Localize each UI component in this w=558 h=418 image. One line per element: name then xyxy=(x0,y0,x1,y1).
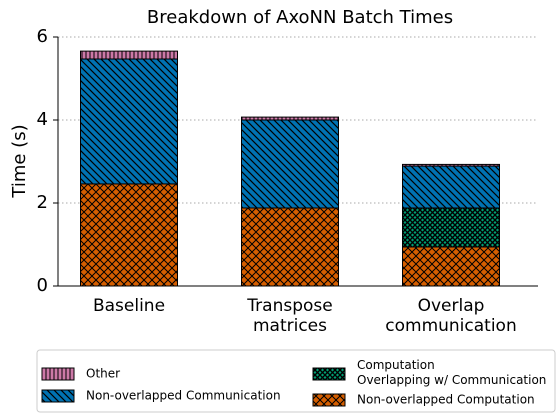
bar-hatch xyxy=(80,183,178,286)
legend-label: Non-overlapped Communication xyxy=(86,389,281,403)
y-tick-label: 2 xyxy=(37,192,48,213)
chart-title: Breakdown of AxoNN Batch Times xyxy=(147,7,453,28)
legend-hatch xyxy=(42,368,74,380)
bar-hatch xyxy=(402,166,500,208)
x-tick-label: Baseline xyxy=(93,296,165,316)
bar-hatch xyxy=(80,51,178,59)
legend-label: Computation Overlapping w/ Communication xyxy=(357,358,546,387)
legend-label: Non-overlapped Computation xyxy=(357,393,535,407)
bar-hatch xyxy=(241,120,339,208)
bar-hatch xyxy=(80,58,178,184)
y-tick-label: 4 xyxy=(37,109,48,130)
y-tick-label: 0 xyxy=(37,275,48,296)
legend-label: Other xyxy=(86,367,120,381)
y-tick-label: 6 xyxy=(37,26,48,47)
y-axis-label: Time (s) xyxy=(9,124,30,198)
legend-hatch xyxy=(313,368,345,380)
bar-hatch xyxy=(241,207,339,286)
legend-box xyxy=(36,349,556,413)
bar-hatch xyxy=(241,117,339,120)
bar-hatch xyxy=(402,164,500,167)
legend-hatch xyxy=(42,390,74,402)
bar-hatch xyxy=(402,207,500,247)
x-tick-label: Transpose matrices xyxy=(246,296,332,336)
bar-hatch xyxy=(402,246,500,286)
x-tick-label: Overlap communication xyxy=(385,296,516,336)
legend-hatch xyxy=(313,394,345,406)
